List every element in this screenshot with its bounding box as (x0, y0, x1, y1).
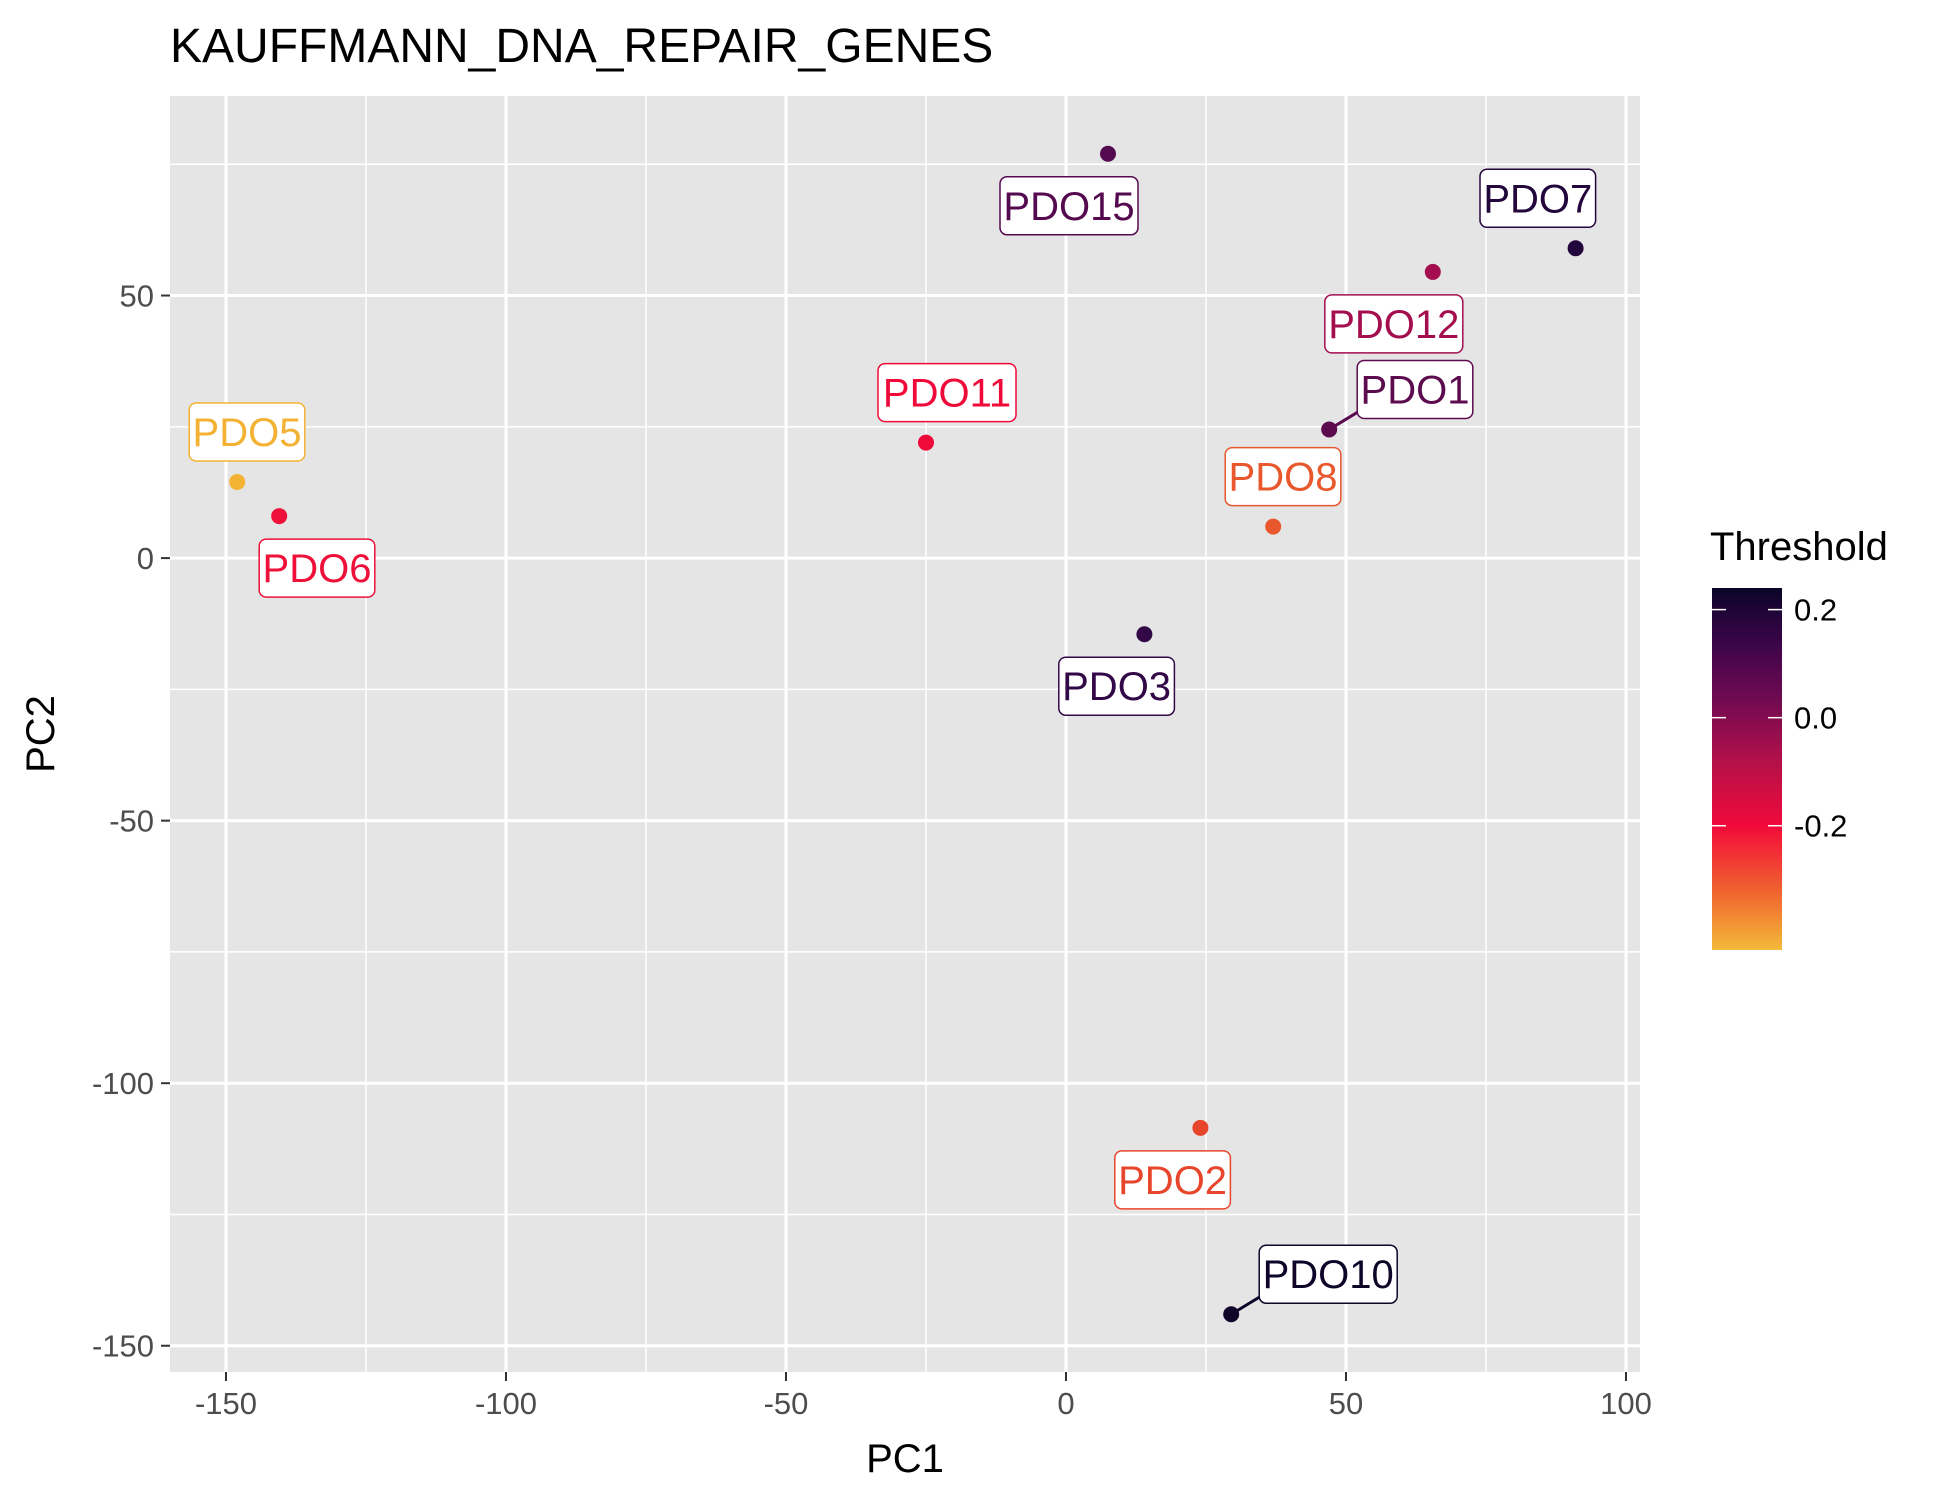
y-tick-label: -50 (109, 804, 154, 839)
data-points (229, 145, 1584, 1323)
point-label: PDO15 (999, 176, 1139, 236)
x-tick-label: 100 (1600, 1386, 1652, 1421)
point-label-box (1258, 1244, 1398, 1304)
point-labels: PDO1 PDO2 PDO3 PDO5 PDO6 PDO7 PDO8 PDO10 PDO11 PD… (188, 168, 1597, 1304)
y-axis: -150 -100 -50 0 50 (92, 279, 170, 1364)
y-tick-label: 0 (137, 541, 154, 576)
point-label: PDO8 (1224, 446, 1342, 507)
point-label-box (188, 402, 306, 462)
data-point (1321, 421, 1338, 438)
point-label-box (258, 538, 376, 598)
y-tick-label: 50 (120, 279, 154, 314)
point-label-box (1324, 294, 1464, 354)
legend-title: Threshold (1710, 525, 1888, 569)
y-axis-title: PC2 (19, 695, 63, 773)
point-label-box (1058, 656, 1176, 716)
x-axis-title: PC1 (866, 1437, 944, 1481)
point-label-text: PDO12 (1328, 303, 1459, 347)
data-point (229, 473, 246, 490)
point-label-box (877, 362, 1017, 423)
legend-colorbar (1712, 588, 1782, 950)
x-axis: -150 -100 -50 0 50 100 (195, 1372, 1652, 1421)
point-label-box (1114, 1150, 1232, 1210)
x-tick-label: -100 (475, 1386, 537, 1421)
point-label-box (1356, 359, 1474, 420)
data-point (1100, 145, 1116, 162)
x-tick-label: -150 (195, 1386, 257, 1421)
legend-tick-label: -0.2 (1794, 809, 1847, 844)
point-label: PDO2 (1114, 1150, 1232, 1210)
point-label: PDO1 (1356, 359, 1474, 420)
point-label-text: PDO8 (1229, 456, 1338, 500)
point-label-box (1224, 446, 1342, 507)
point-label-box (1479, 168, 1597, 229)
point-label-text: PDO11 (883, 372, 1011, 416)
data-point (1136, 626, 1153, 643)
x-tick-label: 50 (1329, 1386, 1363, 1421)
y-tick-label: -150 (92, 1329, 154, 1364)
point-label-text: PDO15 (1003, 185, 1134, 229)
point-label-text: PDO1 (1361, 368, 1470, 412)
data-point (918, 434, 934, 451)
y-tick-label: -100 (92, 1066, 154, 1101)
legend-ticks: 0.2 0.0 -0.2 (1712, 593, 1847, 844)
point-label-text: PDO3 (1062, 665, 1171, 709)
data-point (1192, 1119, 1209, 1136)
point-label-text: PDO10 (1263, 1253, 1394, 1297)
x-tick-label: -50 (764, 1386, 809, 1421)
point-label-text: PDO7 (1483, 177, 1592, 221)
chart-title: KAUFFMANN_DNA_REPAIR_GENES (170, 20, 993, 73)
grid-minor (170, 96, 1640, 1372)
legend-tick-label: 0.2 (1794, 593, 1837, 628)
data-point (1567, 240, 1584, 257)
legend-tick-label: 0.0 (1794, 701, 1837, 736)
data-point (1223, 1306, 1240, 1323)
data-point (271, 508, 288, 525)
point-label-text: PDO5 (193, 411, 302, 455)
plot-panel (170, 96, 1640, 1372)
legend: Threshold 0.2 0.0 -0.2 (1710, 525, 1888, 950)
point-label-text: PDO6 (263, 547, 372, 591)
point-label-box (999, 176, 1139, 236)
data-point (1424, 263, 1441, 280)
point-label-text: PDO2 (1118, 1159, 1227, 1203)
point-label: PDO3 (1058, 656, 1176, 716)
point-label: PDO10 (1258, 1244, 1398, 1304)
point-label: PDO7 (1479, 168, 1597, 229)
point-label: PDO6 (258, 538, 376, 598)
x-tick-label: 0 (1057, 1386, 1074, 1421)
point-label: PDO11 (877, 362, 1017, 423)
data-point (1265, 518, 1282, 535)
grid-major (170, 96, 1640, 1372)
point-label: PDO12 (1324, 294, 1464, 354)
point-label: PDO5 (188, 402, 306, 462)
